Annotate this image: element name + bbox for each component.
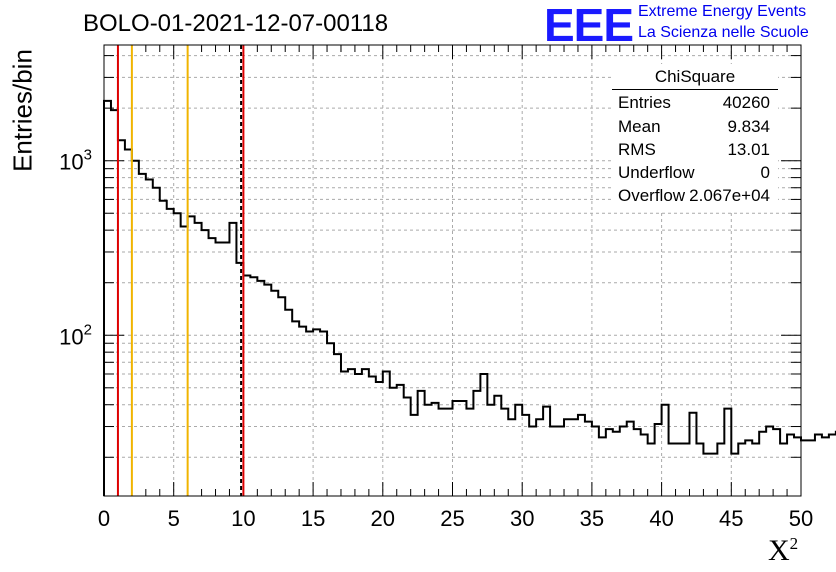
chart-title: BOLO-01-2021-12-07-00118 <box>83 10 389 37</box>
x-tick-label: 40 <box>649 506 673 531</box>
stats-key: Mean <box>618 117 661 136</box>
stats-row: Mean 9.834 <box>618 117 770 139</box>
x-tick-label: 20 <box>371 506 395 531</box>
y-tick-label: 103 <box>59 147 92 175</box>
x-tick-label: 50 <box>789 506 813 531</box>
stats-key: Underflow <box>618 163 695 182</box>
x-tick-label: 35 <box>580 506 604 531</box>
x-tick-label: 45 <box>719 506 743 531</box>
x-axis-label-base: X <box>768 534 790 567</box>
eee-logo: EEE <box>544 0 634 51</box>
logo-line-2: La Scienza nelle Scuole <box>638 24 809 41</box>
stats-value: 0 <box>760 163 770 182</box>
x-tick-label: 15 <box>301 506 325 531</box>
x-axis-label-exponent: 2 <box>789 534 799 553</box>
x-tick-label: 25 <box>440 506 464 531</box>
stats-key: RMS <box>618 140 656 159</box>
plot-frame <box>103 44 802 497</box>
y-axis-label: Entries/bin <box>7 49 38 172</box>
stats-value: 40260 <box>722 93 770 112</box>
stats-key: Entries <box>618 93 671 112</box>
stats-value: 9.834 <box>727 117 770 136</box>
stats-key: Overflow <box>618 186 686 205</box>
stats-row: Underflow 0 <box>618 163 770 185</box>
histogram-series <box>103 99 836 496</box>
stats-title-rule <box>612 89 778 90</box>
x-tick-label: 30 <box>510 506 534 531</box>
y-tick-label: 102 <box>59 321 92 349</box>
stats-value: 13.01 <box>727 140 770 159</box>
stats-row: RMS 13.01 <box>618 140 770 162</box>
logo-line-1: Extreme Energy Events <box>638 3 807 20</box>
x-axis-label: X2 <box>768 534 798 568</box>
x-tick-label: 0 <box>98 506 110 531</box>
x-tick-label: 5 <box>168 506 180 531</box>
stats-title: ChiSquare <box>654 67 736 86</box>
stats-value: 2.067e+04 <box>689 186 770 205</box>
stats-row: Overflow 2.067e+04 <box>618 186 770 208</box>
stats-row: Entries 40260 <box>618 93 770 115</box>
x-tick-label: 10 <box>231 506 255 531</box>
stats-box: ChiSquare Entries 40260 Mean 9.834 RMS 1… <box>612 64 778 210</box>
